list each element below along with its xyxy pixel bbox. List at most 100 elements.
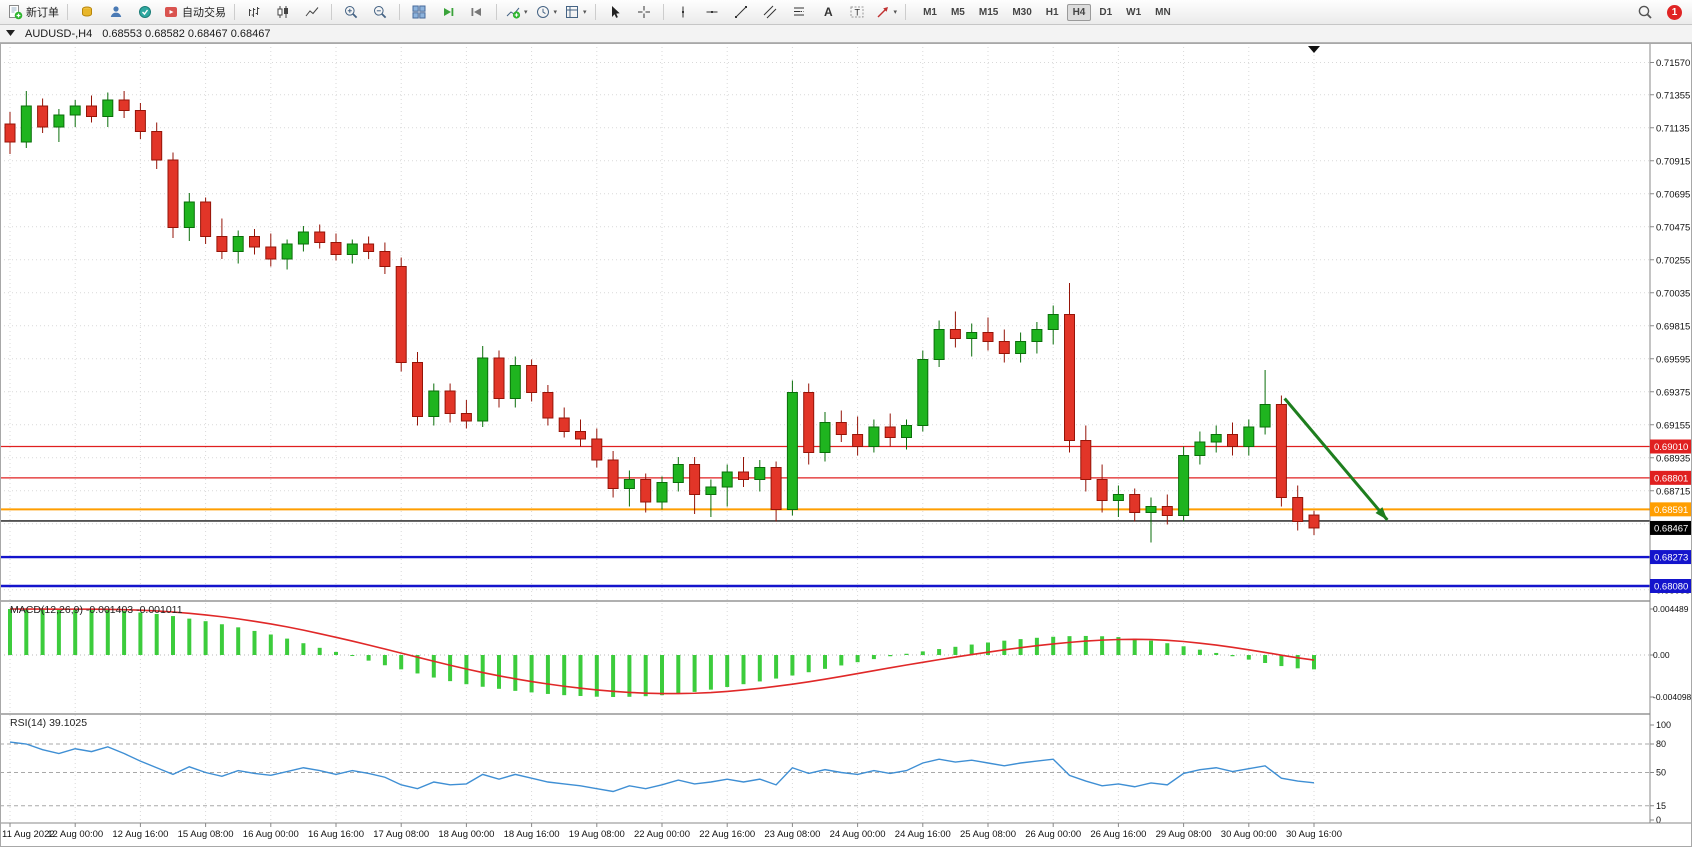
svg-text:24 Aug 00:00: 24 Aug 00:00 — [830, 829, 886, 840]
svg-text:0.70695: 0.70695 — [1656, 189, 1690, 200]
zoom-out-icon — [372, 4, 388, 20]
search-button[interactable] — [1631, 2, 1659, 22]
candles — [4, 91, 1320, 543]
text-tool-button[interactable]: A — [814, 2, 842, 22]
svg-text:18 Aug 00:00: 18 Aug 00:00 — [438, 829, 494, 840]
timeframe-M30[interactable]: M30 — [1012, 6, 1032, 18]
horizontal-line-icon — [704, 4, 720, 20]
toolbar-separator — [662, 4, 664, 20]
trendline-icon — [733, 4, 749, 20]
svg-text:-0.004098: -0.004098 — [1653, 692, 1692, 702]
add-indicator-button[interactable]: ▾ — [502, 2, 531, 22]
toolbar-separator — [905, 4, 907, 20]
macd-panel: MACD(12,26,9) -0.001403 -0.001011 — [0, 604, 1650, 698]
price-tags: 0.69010 0.68801 0.68591 0.68273 0.68080 0.684… — [1650, 439, 1692, 593]
svg-text:0.71570: 0.71570 — [1656, 58, 1690, 69]
search-icon — [1637, 4, 1653, 20]
svg-text:25 Aug 08:00: 25 Aug 08:00 — [960, 829, 1016, 840]
notification-badge[interactable]: 1 — [1667, 4, 1682, 20]
svg-text:0.69010: 0.69010 — [1654, 442, 1688, 453]
panel-separators[interactable] — [0, 600, 1692, 715]
chart-menu-icon[interactable] — [6, 28, 15, 40]
line-chart-icon — [304, 4, 320, 20]
price-scale[interactable]: 0.71570 0.71355 0.71135 0.70915 0.70695 0.704… — [1649, 43, 1692, 825]
toolbar-separator — [331, 4, 332, 20]
period-button[interactable]: ▾ — [532, 2, 561, 22]
chevron-down-icon: ▾ — [524, 8, 528, 16]
trend-arrow[interactable] — [1283, 397, 1389, 521]
svg-text:12 Aug 00:00: 12 Aug 00:00 — [47, 829, 103, 840]
candle-chart-button[interactable] — [269, 2, 297, 22]
timeframe-W1[interactable]: W1 — [1126, 6, 1142, 18]
svg-text:11 Aug 2022: 11 Aug 2022 — [2, 829, 55, 840]
crosshair-icon — [636, 4, 652, 20]
svg-text:0.69155: 0.69155 — [1656, 420, 1690, 431]
auto-trading-label: 自动交易 — [182, 7, 226, 19]
cursor-button[interactable] — [601, 2, 629, 22]
timeframe-H4[interactable]: H4 — [1066, 3, 1092, 21]
auto-scroll-button[interactable] — [434, 2, 462, 22]
new-order-button[interactable]: 新订单 — [4, 2, 62, 22]
timeframe-MN[interactable]: MN — [1155, 6, 1171, 18]
svg-text:0.68715: 0.68715 — [1656, 486, 1690, 497]
svg-text:0: 0 — [1656, 815, 1661, 825]
svg-text:MACD(12,26,9) -0.001403 -0.001: MACD(12,26,9) -0.001403 -0.001011 — [10, 604, 183, 616]
chevron-down-icon: ▾ — [553, 8, 558, 16]
svg-text:30 Aug 16:00: 30 Aug 16:00 — [1286, 829, 1342, 840]
vertical-line-button[interactable] — [669, 2, 697, 22]
channel-button[interactable] — [756, 2, 784, 22]
horizontal-line-button[interactable] — [698, 2, 726, 22]
chart-shift-icon — [469, 4, 485, 20]
timeframe-M1[interactable]: M1 — [923, 6, 937, 18]
auto-scroll-icon — [440, 4, 456, 20]
channel-icon — [762, 4, 778, 20]
svg-text:16 Aug 16:00: 16 Aug 16:00 — [308, 829, 364, 840]
zoom-in-button[interactable] — [337, 2, 365, 22]
shift-marker — [1308, 46, 1320, 53]
template-button[interactable]: ▾ — [561, 2, 590, 22]
timeframe-H1[interactable]: H1 — [1045, 6, 1059, 18]
vertical-line-icon — [675, 4, 691, 20]
new-order-label: 新订单 — [26, 7, 59, 19]
chevron-down-icon: ▾ — [583, 8, 587, 16]
algo-icon — [137, 4, 153, 20]
bar-chart-button[interactable] — [240, 2, 268, 22]
market-watch-icon — [79, 4, 95, 20]
chart-shift-button[interactable] — [463, 2, 491, 22]
svg-text:0.68801: 0.68801 — [1654, 473, 1688, 484]
algo-button[interactable] — [131, 2, 159, 22]
zoom-out-button[interactable] — [366, 2, 394, 22]
svg-text:15: 15 — [1656, 801, 1666, 811]
auto-trading-button[interactable]: 自动交易 — [160, 2, 229, 22]
timeframe-D1[interactable]: D1 — [1099, 6, 1113, 18]
tile-windows-button[interactable] — [405, 2, 433, 22]
svg-text:29 Aug 08:00: 29 Aug 08:00 — [1156, 829, 1212, 840]
svg-text:0.68591: 0.68591 — [1654, 505, 1688, 516]
line-chart-button[interactable] — [298, 2, 326, 22]
chart-ohlc-values: 0.68553 0.68582 0.68467 0.68467 — [102, 27, 271, 40]
svg-text:0.69375: 0.69375 — [1656, 387, 1690, 398]
toolbar-separator — [234, 4, 235, 20]
timeframe-M5[interactable]: M5 — [950, 6, 965, 18]
toolbar-right: 1 — [1631, 2, 1688, 22]
profile-button[interactable] — [102, 2, 130, 22]
label-tool-button[interactable]: T — [843, 2, 871, 22]
template-icon — [564, 4, 580, 20]
svg-text:0.71135: 0.71135 — [1656, 123, 1690, 134]
crosshair-button[interactable] — [630, 2, 658, 22]
svg-text:RSI(14) 39.1025: RSI(14) 39.1025 — [10, 717, 87, 729]
svg-text:0.68080: 0.68080 — [1654, 582, 1688, 593]
svg-text:A: A — [824, 5, 833, 19]
svg-text:15 Aug 08:00: 15 Aug 08:00 — [178, 829, 234, 840]
svg-text:0.69815: 0.69815 — [1656, 321, 1690, 332]
timeframe-M15[interactable]: M15 — [978, 6, 999, 18]
trendline-button[interactable] — [727, 2, 755, 22]
chart-title-bar: AUDUSD-,H4 0.68553 0.68582 0.68467 0.684… — [0, 25, 1692, 43]
fibonacci-button[interactable] — [785, 2, 813, 22]
arrows-tool-button[interactable]: ▾ — [872, 2, 901, 22]
market-watch-button[interactable] — [73, 2, 101, 22]
svg-text:17 Aug 08:00: 17 Aug 08:00 — [373, 829, 429, 840]
